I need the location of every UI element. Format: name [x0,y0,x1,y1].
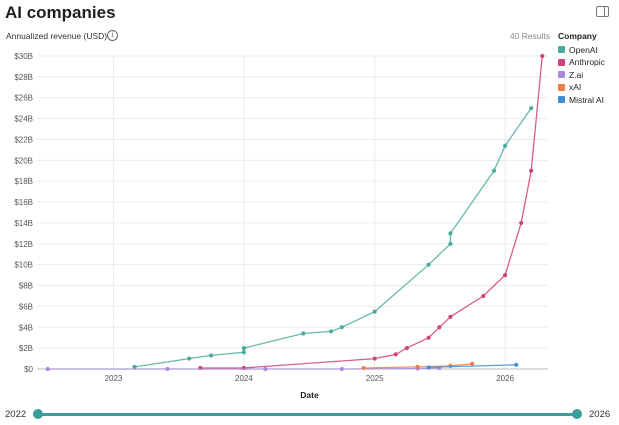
data-point-z-ai [339,366,344,372]
data-point-openai [241,350,247,355]
data-point-anthropic [448,314,453,319]
legend-title: Company [558,31,597,41]
y-tick-label: $14B [14,219,33,228]
y-tick-label: $26B [14,94,33,103]
data-point-openai [339,325,344,330]
x-tick-label: 2023 [105,374,123,383]
data-point-openai [448,231,453,236]
data-point-anthropic [519,220,524,226]
data-point-openai [187,356,192,361]
legend-label: OpenAI [569,44,598,55]
data-point-openai [372,309,377,314]
legend-label: xAI [569,82,582,92]
legend-swatch [558,58,565,66]
legend-label: Mistral AI [569,94,604,105]
data-point-z-ai [263,366,268,372]
data-point-openai [491,168,497,173]
data-point-xai [361,365,366,371]
y-tick-label: $22B [14,135,33,144]
date-range-slider-track[interactable] [38,413,577,416]
series-line-z-ai [47,367,440,370]
data-point-xai [415,364,420,370]
data-point-openai [301,331,306,336]
data-point-z-ai [165,366,170,372]
y-tick-label: $12B [14,240,33,249]
legend-swatch [558,71,565,78]
y-tick-label: $2B [19,344,33,353]
legend-swatch [558,83,565,91]
data-point-mistral-ai [426,365,431,370]
data-point-anthropic [529,168,534,173]
legend-item-z-ai[interactable]: Z.ai [558,69,583,80]
data-point-xai [470,361,475,366]
data-point-openai [241,346,247,351]
legend-item-openai[interactable]: OpenAI [558,44,598,55]
slider-start-label: 2022 [5,409,27,420]
data-point-openai [328,329,334,334]
y-tick-label: $24B [14,115,33,124]
data-point-mistral-ai [514,362,519,367]
data-point-openai [426,262,431,267]
legend-item-anthropic[interactable]: Anthropic [558,57,605,68]
data-point-openai [208,353,214,358]
legend-label: Z.ai [569,69,584,80]
results-count: 40 Results [509,31,550,41]
legend-swatch [558,46,565,53]
series-line-anthropic [200,55,543,369]
page-title: AI companies [5,3,116,22]
data-point-openai [529,106,534,111]
legend-swatch [558,96,565,103]
data-point-anthropic [503,273,508,278]
x-tick-label: 2025 [366,374,384,383]
x-tick-label: 2024 [235,374,253,383]
legend-item-xai[interactable]: xAI [558,82,581,93]
series-line-openai [134,107,532,368]
y-tick-label: $30B [14,52,33,61]
legend-label: Anthropic [569,57,605,67]
legend-item-mistral-ai[interactable]: Mistral AI [558,94,604,105]
series-line-xai [363,363,473,369]
y-axis-label: Annualized revenue (USD) [6,31,108,41]
y-tick-label: $0 [24,365,33,374]
data-point-z-ai [45,366,50,372]
y-tick-label: $18B [14,177,33,186]
info-icon[interactable]: i [107,30,118,41]
x-axis-title: Date [300,390,319,400]
y-tick-label: $10B [14,261,33,270]
y-tick-label: $28B [14,73,33,82]
y-tick-label: $6B [19,302,33,311]
y-tick-label: $20B [14,156,33,165]
line-chart: $0 $2B $4B $6B $8B $10B $12B $14B $16B $18B $20B $2… [14,52,548,400]
data-point-anthropic [404,346,409,351]
data-point-openai [503,143,508,148]
data-point-openai [132,364,137,370]
side-panel-toggle-icon[interactable] [596,6,609,17]
y-tick-label: $4B [19,323,33,332]
slider-end-handle[interactable] [572,409,582,419]
slider-start-handle[interactable] [33,409,43,419]
y-tick-label: $8B [19,282,33,291]
y-tick-label: $16B [14,198,33,207]
slider-end-label: 2026 [589,409,611,420]
series-line-mistral-ai [428,364,517,369]
data-point-anthropic [426,335,431,340]
data-point-anthropic [481,293,486,299]
data-point-anthropic [437,325,442,330]
data-point-anthropic [540,53,545,59]
data-point-anthropic [372,356,377,361]
data-point-openai [448,241,453,246]
x-tick-label: 2026 [496,374,514,383]
data-point-anthropic [393,352,398,357]
